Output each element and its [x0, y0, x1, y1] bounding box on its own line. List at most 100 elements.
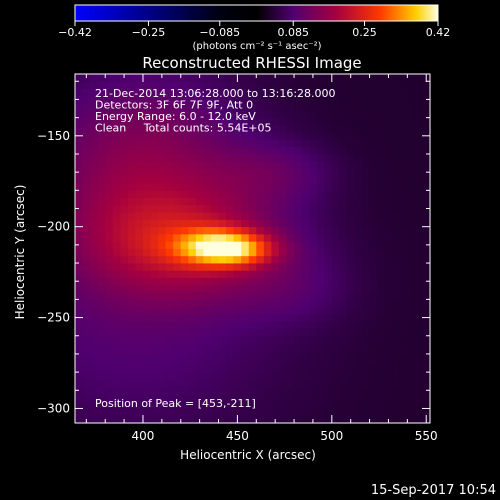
- heatmap-pixel: [407, 270, 416, 278]
- heatmap-pixel: [414, 277, 423, 286]
- heatmap-pixel: [203, 183, 212, 191]
- heatmap-pixel: [316, 139, 325, 148]
- heatmap-pixel: [135, 103, 144, 111]
- heatmap-pixel: [82, 139, 91, 148]
- heatmap-pixel: [407, 335, 416, 344]
- heatmap-pixel: [195, 313, 204, 322]
- heatmap-pixel: [286, 197, 295, 206]
- heatmap-pixel: [263, 88, 272, 97]
- heatmap-pixel: [346, 175, 355, 184]
- heatmap-pixel: [309, 284, 318, 293]
- heatmap-pixel: [97, 197, 106, 206]
- heatmap-pixel: [399, 408, 408, 417]
- heatmap-pixel: [301, 219, 310, 228]
- heatmap-pixel: [354, 226, 363, 235]
- heatmap-pixel: [286, 212, 295, 220]
- heatmap-pixel: [75, 299, 83, 308]
- heatmap-pixel: [422, 88, 430, 97]
- heatmap-pixel: [105, 306, 114, 315]
- heatmap-pixel: [294, 343, 302, 351]
- heatmap-pixel: [188, 284, 197, 293]
- heatmap-pixel: [422, 408, 430, 417]
- heatmap-pixel: [105, 161, 114, 169]
- heatmap-pixel: [278, 292, 287, 300]
- heatmap-pixel: [407, 415, 416, 423]
- heatmap-pixel: [354, 270, 363, 278]
- heatmap-pixel: [135, 161, 144, 169]
- heatmap-pixel: [180, 372, 189, 380]
- heatmap-pixel: [422, 343, 430, 351]
- heatmap-pixel: [286, 393, 295, 402]
- heatmap-pixel: [195, 212, 204, 220]
- heatmap-pixel: [309, 379, 318, 388]
- heatmap-pixel: [294, 74, 302, 82]
- heatmap-pixel: [90, 379, 99, 388]
- heatmap-pixel: [414, 197, 423, 206]
- heatmap-pixel: [248, 263, 257, 271]
- x-tick-label: 400: [132, 429, 155, 443]
- heatmap-pixel: [97, 401, 106, 409]
- heatmap-pixel: [135, 263, 144, 271]
- heatmap-pixel: [414, 153, 423, 162]
- heatmap-pixel: [309, 328, 318, 337]
- heatmap-pixel: [195, 357, 204, 366]
- heatmap-pixel: [195, 292, 204, 300]
- heatmap-pixel: [377, 335, 386, 344]
- heatmap-pixel: [248, 219, 257, 228]
- heatmap-pixel: [369, 153, 378, 162]
- heatmap-pixel: [203, 124, 212, 133]
- heatmap-pixel: [339, 103, 348, 111]
- heatmap-pixel: [392, 350, 401, 358]
- heatmap-pixel: [127, 226, 136, 235]
- heatmap-pixel: [339, 146, 348, 155]
- heatmap-pixel: [339, 357, 348, 366]
- heatmap-pixel: [173, 81, 182, 89]
- heatmap-pixel: [324, 408, 333, 417]
- heatmap-pixel: [105, 233, 114, 242]
- heatmap-pixel: [256, 306, 265, 315]
- heatmap-pixel: [82, 233, 91, 242]
- heatmap-pixel: [278, 328, 287, 337]
- heatmap-pixel: [362, 364, 370, 373]
- heatmap-pixel: [142, 219, 151, 228]
- heatmap-pixel: [180, 117, 189, 126]
- heatmap-pixel: [392, 241, 401, 249]
- heatmap-pixel: [278, 146, 287, 155]
- heatmap-pixel: [278, 299, 287, 308]
- heatmap-pixel: [271, 393, 280, 402]
- heatmap-pixel: [173, 197, 182, 206]
- heatmap-pixel: [150, 364, 159, 373]
- heatmap-pixel: [248, 335, 257, 344]
- heatmap-pixel: [256, 81, 265, 89]
- heatmap-pixel: [226, 401, 235, 409]
- heatmap-pixel: [150, 284, 159, 293]
- heatmap-pixel: [203, 117, 212, 126]
- heatmap-pixel: [75, 146, 83, 155]
- heatmap-pixel: [150, 248, 159, 257]
- heatmap-pixel: [248, 241, 257, 249]
- heatmap-pixel: [407, 219, 416, 228]
- heatmap-pixel: [362, 263, 370, 271]
- heatmap-pixel: [180, 183, 189, 191]
- chart-title: Reconstructed RHESSI Image: [142, 54, 361, 72]
- heatmap-pixel: [105, 204, 114, 213]
- heatmap-pixel: [188, 233, 197, 242]
- heatmap-pixel: [316, 241, 325, 249]
- heatmap-pixel: [90, 292, 99, 300]
- heatmap-pixel: [218, 168, 227, 177]
- heatmap-pixel: [180, 110, 189, 119]
- heatmap-pixel: [278, 190, 287, 198]
- heatmap-pixel: [241, 284, 250, 293]
- heatmap-pixel: [142, 226, 151, 235]
- heatmap-pixel: [263, 328, 272, 337]
- heatmap-pixel: [324, 415, 333, 423]
- heatmap-pixel: [150, 270, 159, 278]
- heatmap-pixel: [112, 350, 121, 358]
- heatmap-pixel: [75, 321, 83, 329]
- heatmap-pixel: [135, 226, 144, 235]
- heatmap-pixel: [90, 219, 99, 228]
- heatmap-pixel: [316, 321, 325, 329]
- heatmap-pixel: [392, 88, 401, 97]
- heatmap-pixel: [331, 350, 340, 358]
- heatmap-pixel: [422, 401, 430, 409]
